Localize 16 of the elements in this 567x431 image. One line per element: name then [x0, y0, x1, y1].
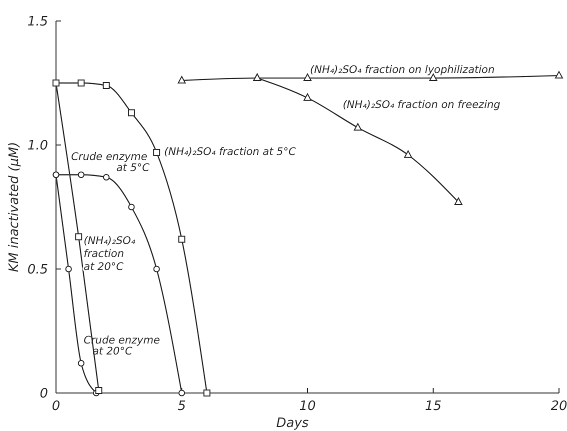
x-tick-label: 20 — [550, 399, 567, 414]
y-tick-label: 0 — [40, 386, 48, 402]
y-tick-label: 1.5 — [27, 14, 48, 30]
x-tick-label: 0 — [52, 399, 60, 414]
series-label: (NH₄)₂SO₄ fraction at 5°C — [164, 146, 296, 158]
series-label: (NH₄)₂SO₄ fraction on freezing — [342, 98, 501, 111]
series-label: (NH₄)₂SO₄ fraction at 20°C — [84, 235, 136, 274]
x-tick-label: 5 — [178, 399, 186, 414]
x-tick-label: 10 — [299, 399, 316, 414]
x-tick-label: 15 — [424, 399, 442, 414]
y-axis-title: KM inactivated (μM) — [7, 142, 22, 272]
series-label: Crude enzyme at 5°C — [71, 150, 150, 174]
y-tick-label: 1.0 — [27, 138, 48, 154]
x-axis-title: Days — [276, 416, 309, 431]
series-label: (NH₄)₂SO₄ fraction on lyophilization — [310, 64, 495, 76]
y-tick-label: 0.5 — [27, 262, 48, 278]
